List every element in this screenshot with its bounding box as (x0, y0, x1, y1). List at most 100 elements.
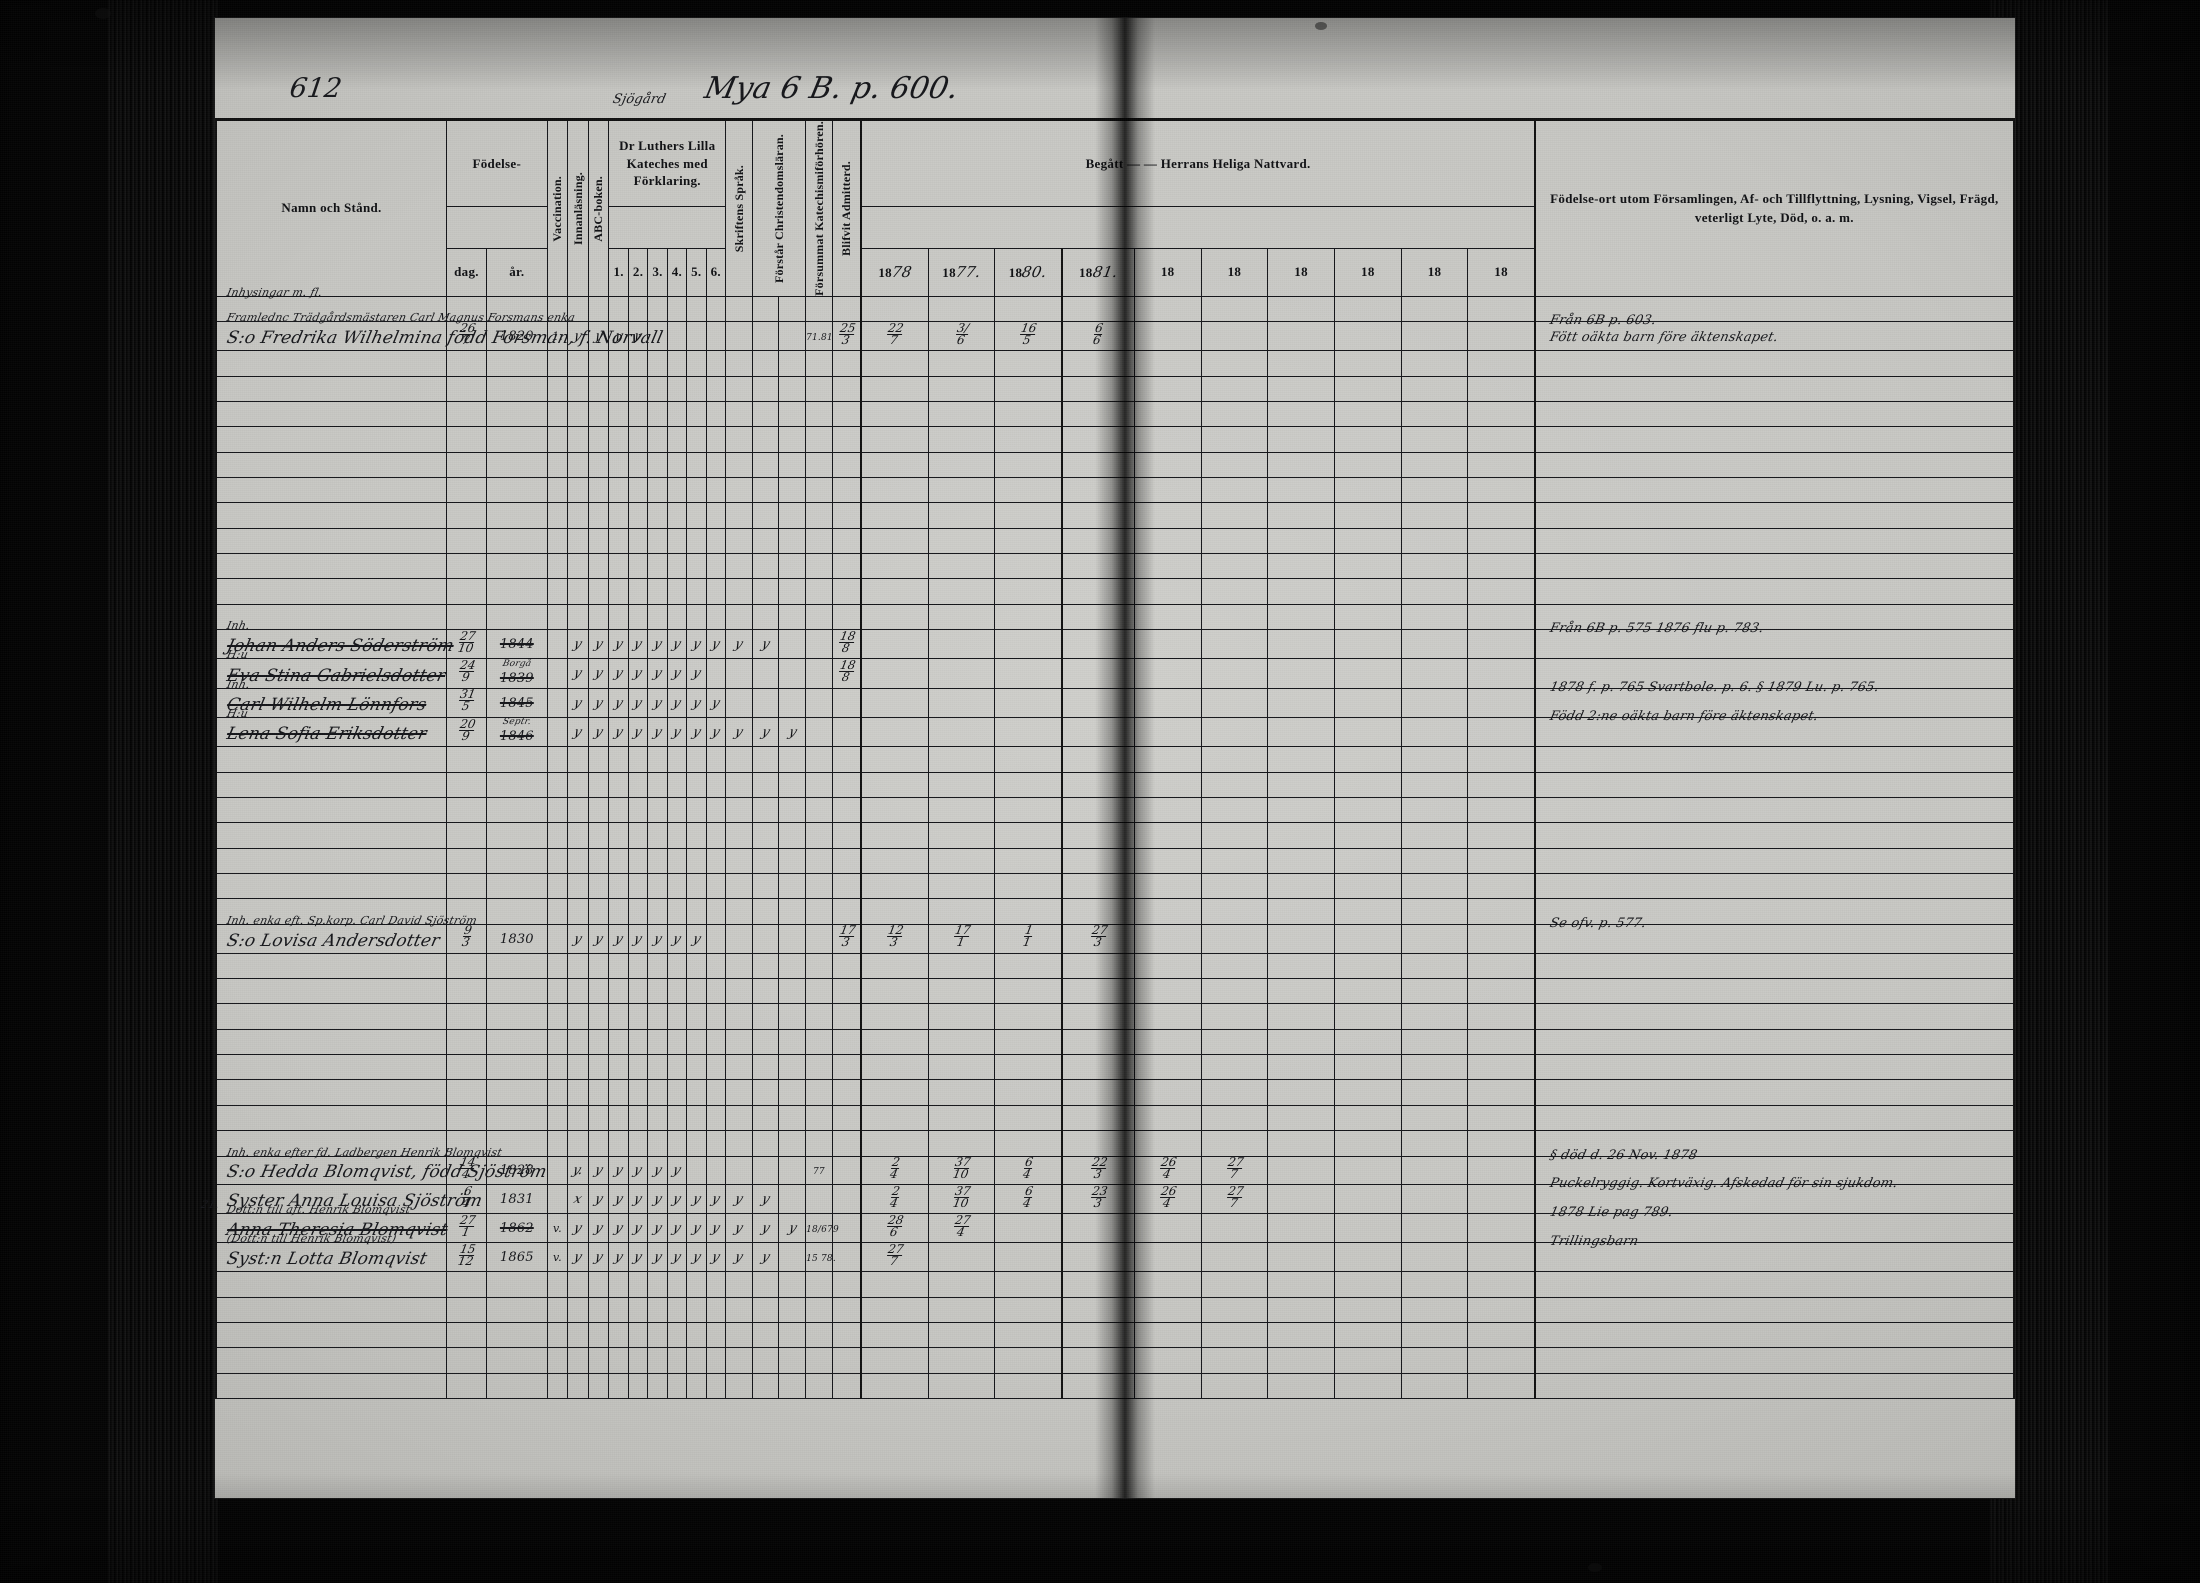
cell-cat-5 (686, 553, 707, 580)
cell-cat-5 (686, 847, 707, 874)
table-row-empty (214, 1347, 2016, 1374)
cell-communion-4 (1060, 822, 1135, 849)
cell-neglected (805, 476, 833, 504)
cell-vaccination (546, 1130, 569, 1157)
cell-neglected (805, 502, 833, 529)
cell-communion-6 (1200, 658, 1269, 689)
cell-name (214, 1079, 447, 1106)
cell-vaccination (546, 1104, 569, 1132)
cell-communion-6: 27 7 (1200, 1155, 1269, 1186)
cell-communion-10 (1467, 746, 1536, 773)
cell-cat-1 (608, 1347, 629, 1374)
cell-communion-8 (1333, 603, 1402, 631)
cell-communion-9 (1400, 746, 1469, 773)
cell-communion-10 (1467, 1130, 1536, 1157)
table-body: Inhysingar m. fl. Framlednc Trädgårdsmäst… (200, 286, 2016, 1400)
cell-name (214, 1104, 447, 1132)
cell-reading (567, 1347, 589, 1374)
cell-notes (1533, 553, 2016, 580)
cell-communion-10 (1467, 426, 1536, 453)
cell-birth-year (486, 295, 548, 323)
th-year-blank-6: 18 (1467, 247, 1536, 297)
cell-communion-5 (1133, 1321, 1202, 1349)
cell-admitted (831, 553, 863, 580)
cell-notes (1533, 1079, 2016, 1106)
cell-birth-day (445, 350, 488, 377)
cell-cat-5: y (686, 1184, 707, 1215)
cell-cat-2 (627, 426, 649, 453)
cell-communion-1 (860, 796, 929, 824)
cell-understanding-b (778, 295, 807, 323)
cell-communion-4: 23 3 (1060, 1184, 1135, 1215)
cell-birth-year (486, 578, 548, 605)
cell-reading (567, 847, 589, 874)
cell-vaccination (546, 1296, 569, 1323)
cell-communion-3 (994, 1296, 1063, 1323)
cell-cat-2 (627, 1321, 649, 1349)
cell-communion-4 (1060, 426, 1135, 453)
cell-communion-4 (1060, 771, 1135, 798)
table-row-empty (214, 527, 2016, 555)
cell-birth-day: 27 1 (445, 1213, 488, 1244)
cell-admitted (831, 1213, 863, 1244)
cell-communion-3 (994, 375, 1063, 402)
cell-birth-year: 1865 (486, 1242, 548, 1273)
cell-understanding-a: y (751, 1213, 780, 1244)
cell-communion-1 (860, 1271, 929, 1298)
cell-understanding-a (751, 375, 780, 402)
cell-communion-8 (1333, 746, 1402, 773)
cell-cat-5: y (686, 687, 707, 718)
cell-cat-3 (647, 1079, 668, 1106)
cell-cat-4 (666, 952, 688, 979)
cell-communion-9 (1400, 1079, 1469, 1106)
cell-neglected (805, 1079, 833, 1106)
cell-understanding-a (751, 1321, 780, 1349)
cell-cat-1 (608, 295, 629, 323)
cell-cat-3: y (647, 629, 668, 660)
cell-cat-1 (608, 451, 629, 478)
cell-birth-day (445, 1079, 488, 1106)
cell-communion-9 (1400, 1003, 1469, 1030)
cell-name (214, 400, 447, 428)
th-cat-1: 1. (608, 247, 629, 297)
cell-communion-5 (1133, 716, 1202, 748)
cell-cat-5 (686, 1028, 707, 1056)
cell-communion-1 (860, 295, 929, 323)
cell-understanding-b (778, 527, 807, 555)
cell-cat-2: y (627, 687, 649, 718)
cell-communion-8 (1333, 952, 1402, 979)
cell-cat-4 (666, 578, 688, 605)
cell-communion-9 (1400, 1321, 1469, 1349)
cell-communion-2: 37 10 (927, 1155, 996, 1186)
th-admitted: Blifvit Admitterd. (831, 119, 863, 297)
cell-cat-2 (627, 295, 649, 323)
cell-cat-2 (627, 527, 649, 555)
cell-cat-3 (647, 1321, 668, 1349)
cell-cat-6 (705, 658, 727, 689)
cell-name (214, 527, 447, 555)
cell-scripture: y (725, 1213, 753, 1244)
cell-communion-1 (860, 977, 929, 1005)
cell-communion-6 (1200, 1003, 1269, 1030)
cell-abc-book: y (587, 1213, 610, 1244)
cell-communion-10 (1467, 321, 1536, 352)
cell-scripture (725, 426, 753, 453)
cell-cat-4 (666, 295, 688, 323)
cell-communion-7 (1267, 321, 1335, 352)
cell-communion-5 (1133, 527, 1202, 555)
cell-neglected (805, 923, 833, 954)
cell-scripture (725, 1155, 753, 1186)
cell-communion-3 (994, 822, 1063, 849)
cell-admitted (831, 898, 863, 925)
cell-cat-2 (627, 350, 649, 377)
cell-cat-4 (666, 1028, 688, 1056)
cell-notes (1533, 1028, 2016, 1056)
cell-cat-3 (647, 1130, 668, 1157)
cell-cat-2: y (627, 1213, 649, 1244)
cell-understanding-a (751, 923, 780, 954)
cell-cat-4 (666, 527, 688, 555)
cell-abc-book (587, 350, 610, 377)
cell-communion-5 (1133, 1347, 1202, 1374)
